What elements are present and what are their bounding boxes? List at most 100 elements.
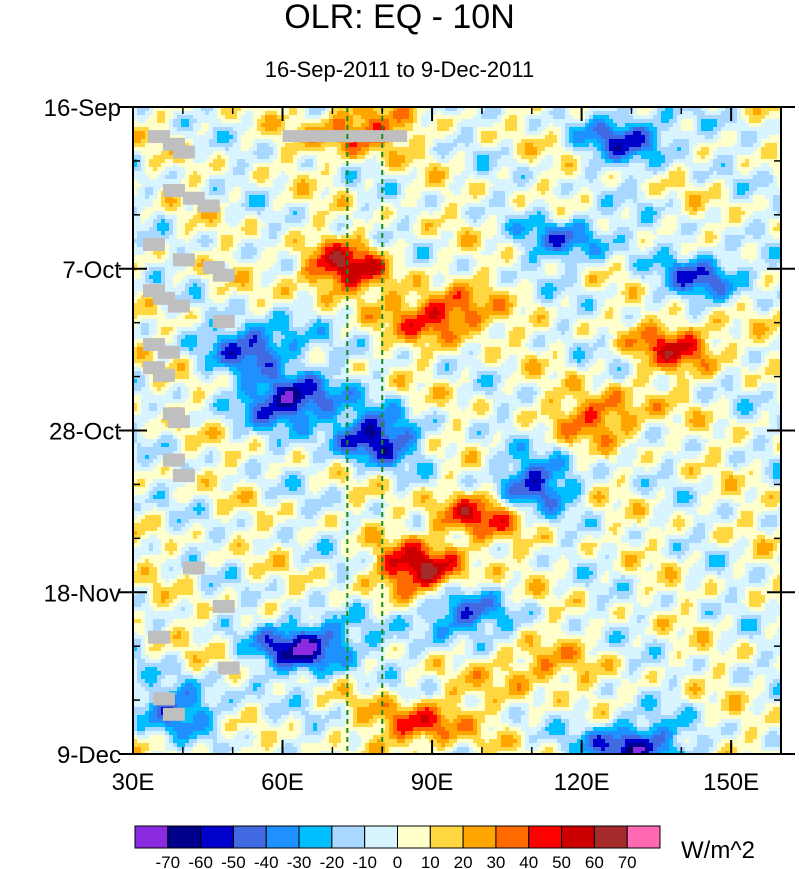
heatmap-cell: [685, 111, 689, 115]
heatmap-cell: [713, 139, 717, 143]
heatmap-cell: [453, 127, 457, 131]
heatmap-cell: [585, 139, 589, 143]
heatmap-cell: [173, 111, 177, 115]
heatmap-cell: [601, 135, 605, 139]
heatmap-cell: [513, 123, 517, 127]
heatmap-cell: [209, 147, 213, 151]
heatmap-cell: [257, 147, 261, 151]
heatmap-cell: [705, 119, 709, 123]
heatmap-cell: [481, 127, 485, 131]
heatmap-cell: [649, 135, 653, 139]
heatmap-cell: [273, 123, 277, 127]
heatmap-cell: [417, 135, 421, 139]
heatmap-cell: [445, 111, 449, 115]
heatmap-cell: [509, 111, 513, 115]
heatmap-cell: [213, 135, 217, 139]
heatmap-cell: [745, 119, 749, 123]
heatmap-cell: [181, 127, 185, 131]
heatmap-cell: [273, 143, 277, 147]
heatmap-cell: [537, 123, 541, 127]
heatmap-cell: [613, 127, 617, 131]
heatmap-cell: [725, 123, 729, 127]
heatmap-cell: [697, 135, 701, 139]
heatmap-cell: [313, 115, 317, 119]
heatmap-cell: [481, 139, 485, 143]
heatmap-cell: [753, 111, 757, 115]
heatmap-cell: [505, 131, 509, 135]
heatmap-cell: [453, 143, 457, 147]
heatmap-cell: [269, 131, 273, 135]
heatmap-cell: [489, 131, 493, 135]
heatmap-cell: [505, 115, 509, 119]
heatmap-cell: [677, 139, 681, 143]
heatmap-cell: [241, 123, 245, 127]
heatmap-cell: [673, 135, 677, 139]
heatmap-cell: [625, 127, 629, 131]
heatmap-cell: [705, 127, 709, 131]
heatmap-cell: [633, 111, 637, 115]
heatmap-cell: [293, 115, 297, 119]
heatmap-cell: [349, 111, 353, 115]
heatmap-cell: [493, 115, 497, 119]
heatmap-cell: [257, 139, 261, 143]
heatmap-cell: [253, 123, 257, 127]
heatmap-cell: [577, 143, 581, 147]
heatmap-cell: [413, 143, 417, 147]
heatmap-cell: [357, 143, 361, 147]
heatmap-cell: [369, 111, 373, 115]
heatmap-cell: [265, 115, 269, 119]
heatmap-cell: [701, 111, 705, 115]
heatmap-cell: [529, 139, 533, 143]
heatmap-cell: [465, 131, 469, 135]
heatmap-cell: [153, 147, 157, 151]
heatmap-cell: [181, 115, 185, 119]
heatmap-cell: [721, 131, 725, 135]
heatmap-cell: [533, 143, 537, 147]
heatmap-cell: [325, 123, 329, 127]
heatmap-cell: [309, 123, 313, 127]
heatmap-cell: [301, 119, 305, 123]
heatmap-cell: [241, 131, 245, 135]
heatmap-cell: [693, 139, 697, 143]
heatmap-cell: [237, 135, 241, 139]
heatmap-cell: [349, 143, 353, 147]
heatmap-cell: [409, 127, 413, 131]
heatmap-cell: [665, 123, 669, 127]
heatmap-cell: [517, 123, 521, 127]
heatmap-cell: [413, 115, 417, 119]
heatmap-cell: [461, 127, 465, 131]
heatmap-cell: [241, 119, 245, 123]
heatmap-cell: [457, 139, 461, 143]
heatmap-cell: [301, 123, 305, 127]
heatmap-cell: [257, 123, 261, 127]
heatmap-cell: [693, 111, 697, 115]
heatmap-cell: [725, 127, 729, 131]
heatmap-cell: [309, 111, 313, 115]
heatmap-cell: [541, 131, 545, 135]
heatmap-cell: [385, 123, 389, 127]
heatmap-cell: [553, 123, 557, 127]
heatmap-cell: [717, 111, 721, 115]
heatmap-cell: [245, 135, 249, 139]
heatmap-cell: [325, 147, 329, 151]
heatmap-cell: [677, 143, 681, 147]
heatmap-cell: [285, 111, 289, 115]
heatmap-cell: [197, 127, 201, 131]
heatmap-cell: [561, 111, 565, 115]
heatmap-cell: [601, 127, 605, 131]
heatmap-cell: [377, 115, 381, 119]
heatmap-cell: [729, 131, 733, 135]
heatmap-cell: [341, 111, 345, 115]
heatmap-cell: [621, 111, 625, 115]
heatmap-cell: [621, 143, 625, 147]
heatmap-cell: [353, 111, 357, 115]
heatmap-cell: [253, 127, 257, 131]
heatmap-cell: [525, 131, 529, 135]
heatmap-cell: [557, 115, 561, 119]
heatmap-cell: [677, 119, 681, 123]
heatmap-cell: [421, 111, 425, 115]
heatmap-cell: [149, 115, 153, 119]
heatmap-cell: [265, 135, 269, 139]
heatmap-cell: [257, 127, 261, 131]
heatmap-cell: [185, 111, 189, 115]
